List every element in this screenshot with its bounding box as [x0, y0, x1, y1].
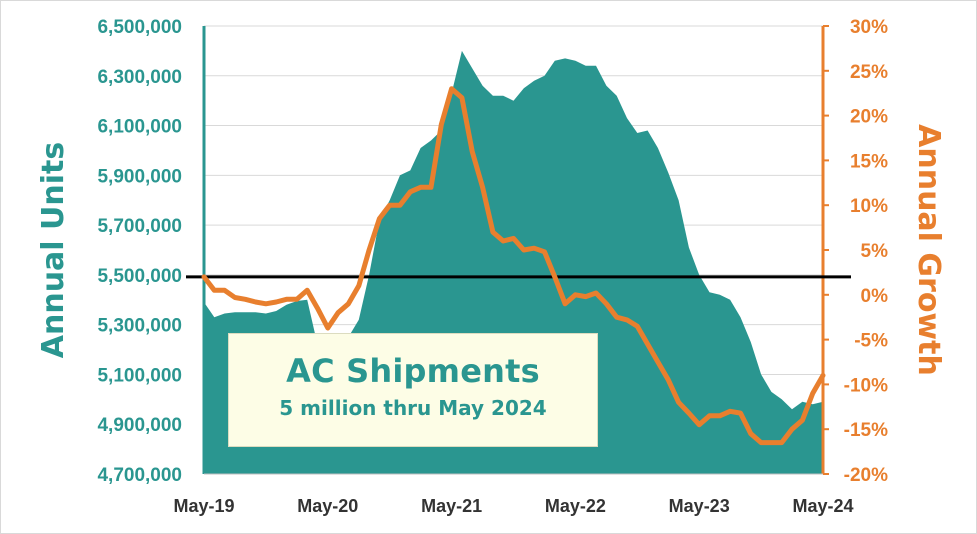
- x-tick-label: May-19: [173, 496, 234, 516]
- y-tick-label-right: -20%: [844, 465, 888, 486]
- axes: [202, 25, 829, 475]
- y-tick-label-right: 15%: [850, 151, 888, 172]
- y-tick-label-left: 4,700,000: [97, 465, 182, 486]
- x-tick-label: May-24: [792, 496, 853, 516]
- y-tick-label-left: 5,300,000: [97, 316, 182, 337]
- y-tick-label-left: 6,300,000: [97, 67, 182, 88]
- y-tick-label-right: 20%: [850, 107, 888, 128]
- x-tick-label: May-22: [545, 496, 606, 516]
- chart-title-box: AC Shipments 5 million thru May 2024: [228, 333, 598, 447]
- y-axis-label-left: Annual Units: [36, 142, 71, 358]
- y-ticks-right: 30% 25% 20% 15% 10% 5% 0% -5% -10% -15% -20%: [844, 17, 888, 486]
- y-tick-label-left: 5,700,000: [97, 216, 182, 237]
- x-tick-label: May-21: [421, 496, 482, 516]
- y-ticks-left: 6,500,000 6,300,000 6,100,000 5,900,000 5,70…: [97, 17, 182, 486]
- y-tick-label-left: 5,900,000: [97, 166, 182, 187]
- y-tick-label-left: 5,500,000: [97, 266, 182, 287]
- y-tick-label-left: 6,500,000: [97, 17, 182, 38]
- y-tick-label-left: 6,100,000: [97, 117, 182, 138]
- line-series-annual-growth: [201, 86, 826, 446]
- y-tick-label-right: 5%: [861, 241, 889, 262]
- y-axis-label-right: Annual Growth: [911, 124, 946, 376]
- y-tick-label-right: 0%: [861, 286, 889, 307]
- y-tick-label-right: 10%: [850, 196, 888, 217]
- x-tick-label: May-23: [669, 496, 730, 516]
- y-tick-label-left: 4,900,000: [97, 415, 182, 436]
- x-tick-label: May-20: [297, 496, 358, 516]
- y-tick-label-right: -15%: [844, 420, 888, 441]
- y-tick-label-left: 5,100,000: [97, 365, 182, 386]
- y-tick-label-right: -5%: [854, 331, 888, 352]
- y-tick-label-right: 30%: [850, 17, 888, 38]
- y-tick-label-right: -10%: [844, 375, 888, 396]
- chart-subtitle: 5 million thru May 2024: [279, 396, 547, 420]
- x-ticks: May-19 May-20 May-21 May-22 May-23 May-24: [173, 496, 853, 516]
- y-tick-label-right: 25%: [850, 62, 888, 83]
- chart-title: AC Shipments: [286, 352, 540, 390]
- line-layer: [201, 86, 826, 446]
